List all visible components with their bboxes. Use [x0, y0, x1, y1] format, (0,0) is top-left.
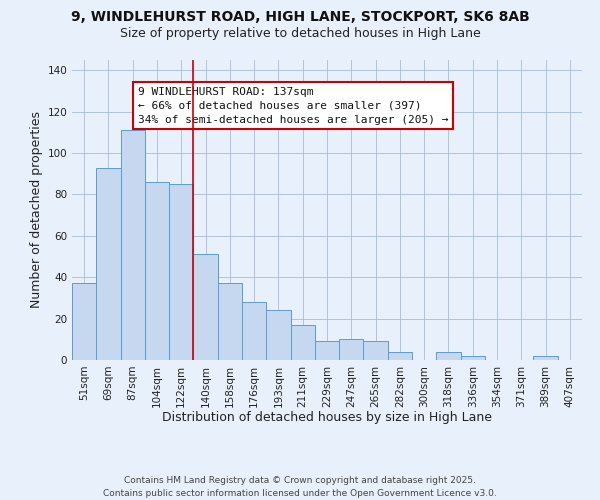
Bar: [364, 342, 388, 360]
Bar: [169, 184, 193, 360]
Bar: [96, 168, 121, 360]
Text: Size of property relative to detached houses in High Lane: Size of property relative to detached ho…: [119, 28, 481, 40]
Bar: [533, 356, 558, 360]
Text: 9, WINDLEHURST ROAD, HIGH LANE, STOCKPORT, SK6 8AB: 9, WINDLEHURST ROAD, HIGH LANE, STOCKPOR…: [71, 10, 529, 24]
Bar: [72, 284, 96, 360]
Bar: [193, 254, 218, 360]
Bar: [315, 342, 339, 360]
Bar: [388, 352, 412, 360]
Bar: [121, 130, 145, 360]
X-axis label: Distribution of detached houses by size in High Lane: Distribution of detached houses by size …: [162, 411, 492, 424]
Bar: [145, 182, 169, 360]
Bar: [436, 352, 461, 360]
Text: 9 WINDLEHURST ROAD: 137sqm
← 66% of detached houses are smaller (397)
34% of sem: 9 WINDLEHURST ROAD: 137sqm ← 66% of deta…: [137, 87, 448, 125]
Bar: [290, 325, 315, 360]
Bar: [266, 310, 290, 360]
Y-axis label: Number of detached properties: Number of detached properties: [30, 112, 43, 308]
Text: Contains HM Land Registry data © Crown copyright and database right 2025.
Contai: Contains HM Land Registry data © Crown c…: [103, 476, 497, 498]
Bar: [461, 356, 485, 360]
Bar: [242, 302, 266, 360]
Bar: [218, 284, 242, 360]
Bar: [339, 340, 364, 360]
